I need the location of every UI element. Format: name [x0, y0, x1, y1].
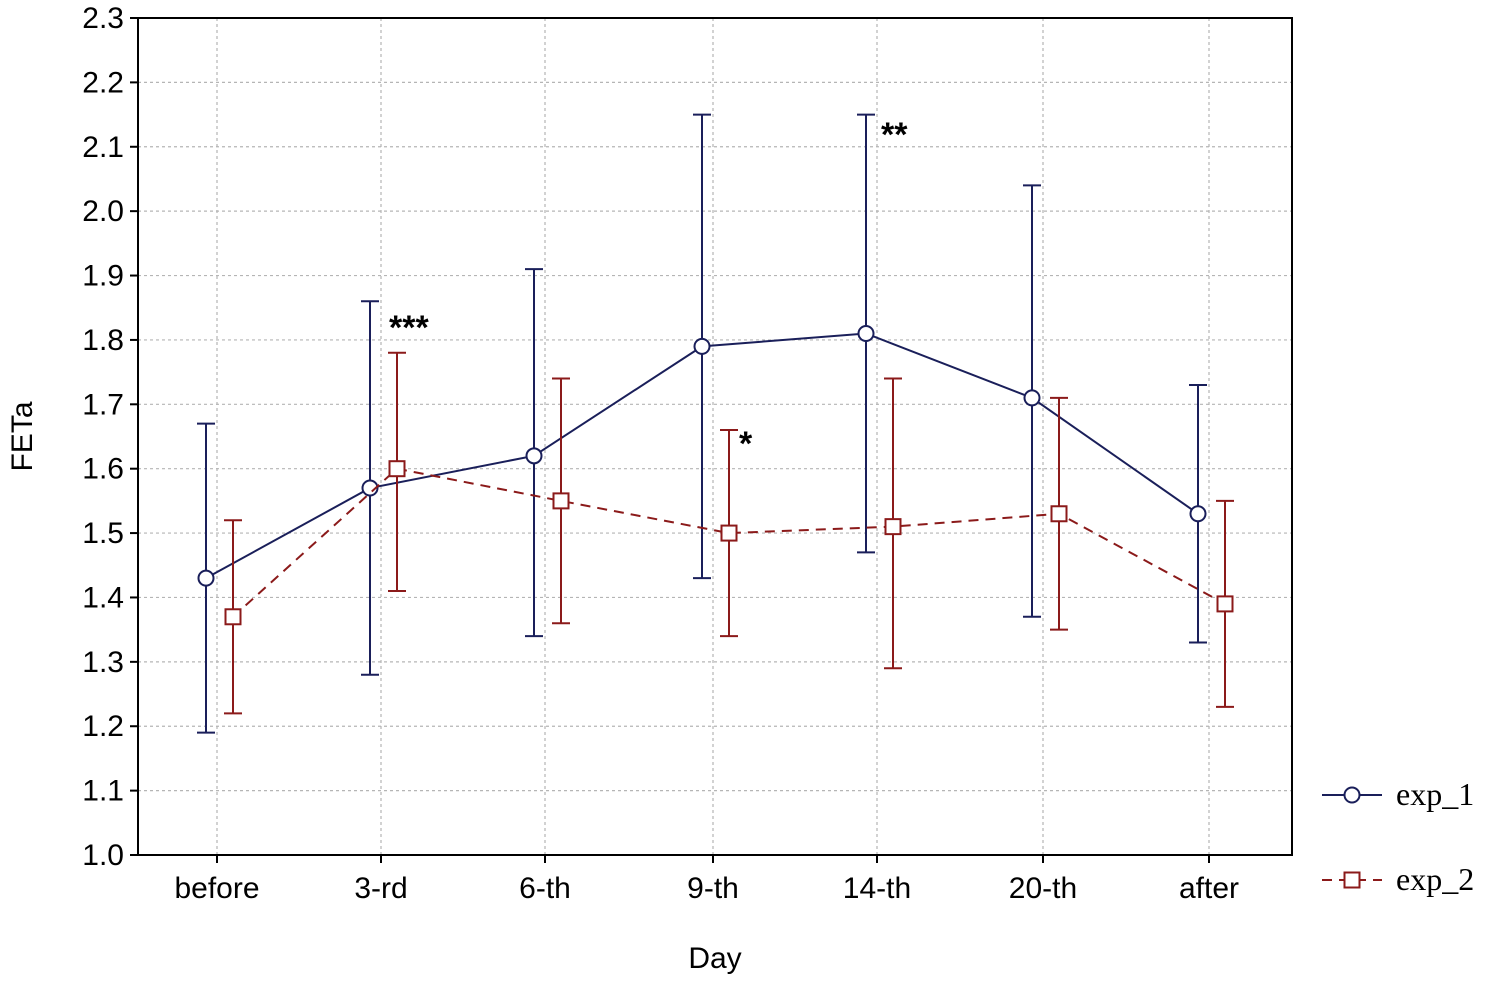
legend-label: exp_1 — [1396, 776, 1474, 812]
x-tick-label: before — [174, 872, 259, 905]
y-tick-label: 1.7 — [82, 388, 124, 421]
y-tick-label: 1.9 — [82, 260, 124, 293]
data-point — [693, 337, 711, 355]
x-axis-title: Day — [688, 942, 741, 975]
data-point — [1050, 505, 1068, 523]
x-tick-label: 3-rd — [354, 872, 407, 905]
legend-item-exp_2: exp_2 — [1322, 861, 1474, 897]
data-point — [1189, 505, 1207, 523]
x-tick-label: 9-th — [687, 872, 739, 905]
y-tick-label: 1.6 — [82, 453, 124, 486]
data-point — [857, 324, 875, 342]
x-tick-label: after — [1179, 872, 1239, 905]
series-exp_1 — [197, 113, 1207, 734]
data-point — [224, 608, 242, 626]
annotations: ****** — [389, 116, 908, 463]
y-tick-label: 1.5 — [82, 517, 124, 550]
y-tick-label: 1.4 — [82, 581, 124, 614]
significance-annotation: ** — [881, 116, 908, 154]
y-tick-label: 1.2 — [82, 710, 124, 743]
x-tick-label: 20-th — [1009, 872, 1077, 905]
legend-marker — [1343, 786, 1361, 804]
data-point — [197, 569, 215, 587]
y-tick-label: 2.0 — [82, 195, 124, 228]
y-tick-label: 2.1 — [82, 131, 124, 164]
series-exp_2 — [224, 351, 1234, 715]
x-axis-ticks: before 3-rd 6-th 9-th 14-th 20-th after — [174, 855, 1239, 905]
data-point — [1023, 389, 1041, 407]
y-tick-label: 1.8 — [82, 324, 124, 357]
y-tick-label: 1.1 — [82, 775, 124, 808]
data-point — [388, 460, 406, 478]
plot-area — [137, 17, 1293, 856]
y-axis-title: FETa — [6, 401, 39, 471]
data-point — [720, 524, 738, 542]
data-point — [361, 479, 379, 497]
y-tick-label: 2.3 — [82, 2, 124, 35]
y-axis-ticks: 1.0 1.1 1.2 1.3 1.4 1.5 1.6 1.7 1.8 1.9 2.0 2.1 2.2 2… — [82, 2, 138, 872]
legend-item-exp_1: exp_1 — [1322, 776, 1474, 812]
legend: exp_1 exp_2 — [1322, 776, 1474, 897]
grid — [138, 18, 1292, 855]
x-tick-label: 14-th — [843, 872, 911, 905]
data-point — [525, 447, 543, 465]
data-point — [1216, 595, 1234, 613]
y-tick-label: 1.3 — [82, 646, 124, 679]
data-point — [884, 518, 902, 536]
significance-annotation: * — [739, 425, 753, 463]
legend-label: exp_2 — [1396, 861, 1474, 897]
x-tick-label: 6-th — [519, 872, 571, 905]
series — [197, 113, 1234, 734]
legend-marker — [1343, 871, 1361, 889]
y-tick-label: 1.0 — [82, 839, 124, 872]
significance-annotation: *** — [389, 309, 429, 347]
y-tick-label: 2.2 — [82, 66, 124, 99]
data-point — [552, 492, 570, 510]
